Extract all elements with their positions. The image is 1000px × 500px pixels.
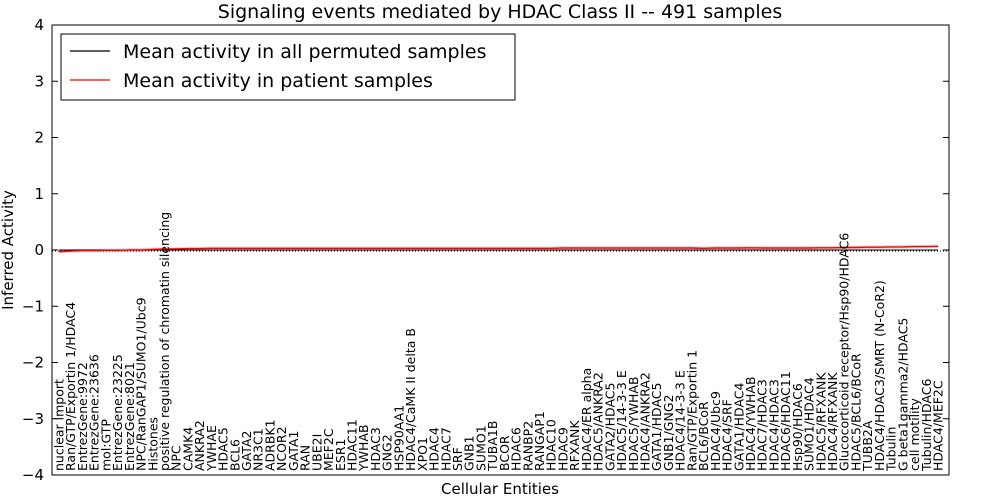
legend-label-patient: Mean activity in patient samples bbox=[123, 70, 433, 92]
x-category-label: Histones bbox=[145, 417, 160, 471]
x-category-label: BCOR bbox=[497, 435, 512, 471]
x-category-label: HDAC5/BCL6/BCoR bbox=[849, 353, 864, 471]
x-category-label: NR3C1 bbox=[251, 428, 266, 471]
x-category-label: RFXANK bbox=[567, 420, 582, 471]
x-category-label: HDAC9 bbox=[556, 427, 571, 471]
x-category-label: HDAC4/Ubc9 bbox=[708, 391, 723, 471]
x-category-label: Tubulin bbox=[884, 427, 899, 472]
x-category-label: BCL6/BCoR bbox=[696, 401, 711, 471]
x-category-label: GNG2 bbox=[380, 434, 395, 471]
x-category-label: GATA1 bbox=[286, 431, 301, 471]
error-bands bbox=[59, 244, 938, 254]
x-category-label: Tubulin/HDAC6 bbox=[919, 379, 934, 472]
x-category-label: nuclear import bbox=[52, 379, 67, 471]
x-category-label: HDAC4/RFXANK bbox=[825, 372, 840, 471]
x-category-label: HDAC5/14-3-3 E bbox=[614, 370, 629, 471]
x-category-label: HDAC5 bbox=[216, 427, 231, 471]
y-tick-label: 3 bbox=[34, 72, 44, 90]
x-category-label: mol:GTP bbox=[98, 419, 113, 471]
y-tick-label: 0 bbox=[34, 241, 44, 259]
x-category-label: CAMK4 bbox=[180, 427, 195, 471]
x-category-label: GNB1/GNG2 bbox=[661, 395, 676, 471]
legend-box bbox=[60, 33, 516, 101]
x-category-label: SUMO1 bbox=[473, 425, 488, 471]
y-tick-label: −1 bbox=[22, 297, 44, 315]
x-category-label: UBE2I bbox=[309, 434, 324, 471]
x-category-label: RANBP2 bbox=[520, 421, 535, 471]
x-category-label: EntrezGene:23225 bbox=[110, 354, 125, 471]
x-category-label: Ran/GTP/Exportin 1/HDAC4 bbox=[63, 302, 78, 471]
x-category-label: HDAC5/ANKRA2 bbox=[591, 372, 606, 471]
x-category-label: HDAC11 bbox=[345, 419, 360, 471]
x-category-label: GNB1 bbox=[462, 435, 477, 471]
x-category-label: HDAC4/SRF bbox=[720, 399, 735, 471]
x-category-label: Ran/GTP/Exportin 1 bbox=[684, 350, 699, 471]
x-category-label: HDAC7 bbox=[438, 427, 453, 471]
x-category-label: HDAC4 bbox=[427, 427, 442, 471]
x-category-label: GATA2/HDAC5 bbox=[602, 383, 617, 471]
x-category-label: ANKRA2 bbox=[192, 420, 207, 471]
x-category-label: HDAC4/ER alpha bbox=[579, 368, 594, 471]
x-category-label: HDAC7/HDAC3 bbox=[755, 379, 770, 471]
x-category-label: NCOR2 bbox=[274, 426, 289, 471]
legend-label-permuted: Mean activity in all permuted samples bbox=[123, 41, 486, 63]
x-category-label: HDAC4/CaMK II delta B bbox=[403, 328, 418, 471]
series-lines bbox=[52, 245, 949, 253]
x-category-label: HDAC10 bbox=[544, 419, 559, 471]
y-tick-label: −4 bbox=[22, 466, 44, 484]
x-category-label: TUBB2A bbox=[860, 420, 875, 472]
x-category-label: HDAC4/MEF2C bbox=[931, 380, 946, 471]
x-category-label: Hsp90/HDAC6 bbox=[790, 383, 805, 471]
x-category-label: HDAC3 bbox=[368, 427, 383, 471]
y-axis-label: Inferred Activity bbox=[0, 190, 17, 310]
x-category-label: HDAC4/HDAC3 bbox=[766, 379, 781, 471]
x-category-label: HDAC6 bbox=[509, 427, 524, 471]
legend: Mean activity in all permuted samples Me… bbox=[60, 33, 516, 101]
patient-error-band bbox=[59, 244, 938, 254]
x-category-label: NPC/RanGAP1/SUMO1/Ubc9 bbox=[134, 297, 149, 471]
x-category-label: EntrezGene:23636 bbox=[87, 354, 102, 471]
x-category-label: EntrezGene:8021 bbox=[122, 362, 137, 471]
x-category-label: HDAC4/ANKRA2 bbox=[638, 372, 653, 471]
x-category-label: NPC bbox=[169, 445, 184, 471]
x-category-label: cell motility bbox=[907, 397, 922, 471]
x-category-label: GATA1/HDAC5 bbox=[649, 383, 664, 471]
x-category-label: HSP90AA1 bbox=[391, 405, 406, 471]
x-category-label: XPO1 bbox=[415, 437, 430, 471]
x-category-label: GATA2 bbox=[239, 431, 254, 471]
x-category-label: ADRBK1 bbox=[263, 419, 278, 471]
x-category-label: HDAC5/YWHAB bbox=[626, 376, 641, 471]
chart-title: Signaling events mediated by HDAC Class … bbox=[218, 1, 782, 23]
x-category-label: YWHAB bbox=[356, 424, 371, 472]
x-category-label: RAN bbox=[298, 445, 313, 471]
x-category-label: SUMO1/HDAC4 bbox=[802, 377, 817, 471]
x-category-label: Glucocorticoid receptor/Hsp90/HDAC6 bbox=[837, 233, 852, 471]
y-axis-ticks: −4 −3 −2 −1 0 1 2 3 4 bbox=[22, 16, 949, 484]
x-category-label: G beta1gamma2/HDAC5 bbox=[895, 318, 910, 471]
y-tick-label: 2 bbox=[34, 129, 44, 147]
x-category-label: positive regulation of chromatin silenci… bbox=[157, 212, 172, 471]
x-category-label: HDAC6/HDAC11 bbox=[778, 371, 793, 471]
x-category-label: HDAC4/YWHAB bbox=[743, 376, 758, 471]
x-category-label: RANGAP1 bbox=[532, 411, 547, 471]
x-category-label: SRF bbox=[450, 447, 465, 471]
x-category-label: HDAC4/14-3-3 E bbox=[673, 370, 688, 471]
x-category-label: EntrezGene:9972 bbox=[75, 362, 90, 471]
x-category-label: HDAC5/RFXANK bbox=[813, 372, 828, 471]
x-category-label: HDAC4/HDAC3/SMRT (N-CoR2) bbox=[872, 280, 887, 471]
x-axis-label: Cellular Entities bbox=[441, 480, 559, 498]
y-tick-label: 4 bbox=[34, 16, 44, 34]
x-category-label: MEF2C bbox=[321, 428, 336, 471]
x-category-label: TUBA1B bbox=[485, 421, 500, 472]
x-category-label: YWHAE bbox=[204, 425, 219, 472]
y-tick-label: 1 bbox=[34, 185, 44, 203]
y-tick-label: −3 bbox=[22, 410, 44, 428]
y-tick-label: −2 bbox=[22, 354, 44, 372]
x-category-label: BCL6 bbox=[227, 439, 242, 471]
x-category-label: ESR1 bbox=[333, 439, 348, 471]
series-line-1 bbox=[58, 245, 939, 253]
x-category-label: GATA1/HDAC4 bbox=[731, 382, 746, 471]
